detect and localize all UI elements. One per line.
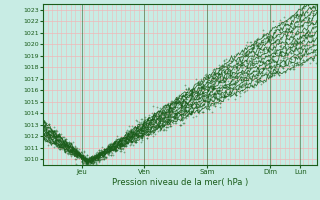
X-axis label: Pression niveau de la mer( hPa ): Pression niveau de la mer( hPa ): [112, 178, 248, 187]
